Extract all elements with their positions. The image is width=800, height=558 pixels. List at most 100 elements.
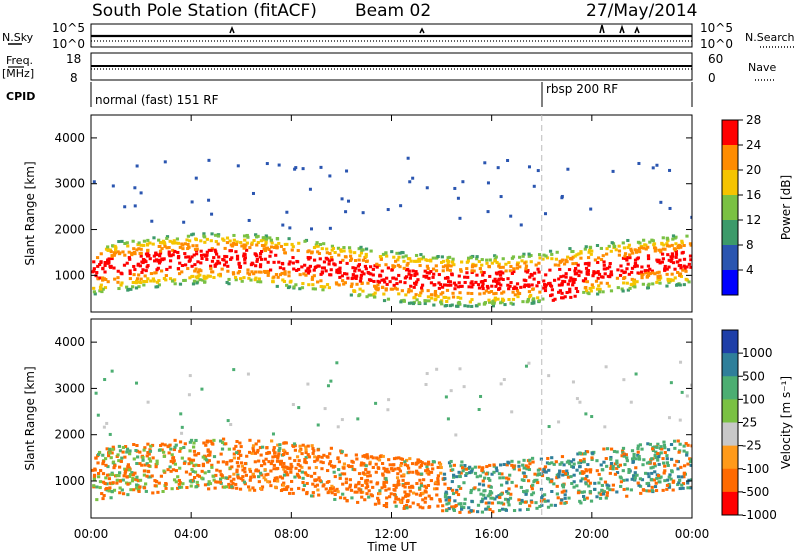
velocity-echo-cell (643, 471, 648, 475)
power-echo-cell (340, 197, 344, 201)
velocity-echo-cell (333, 497, 337, 501)
power-echo-cell (520, 259, 524, 263)
power-echo-cell (168, 277, 173, 281)
velocity-echo-cell (658, 480, 662, 484)
velocity-echo-cell (260, 473, 264, 477)
power-echo-cell (260, 243, 265, 247)
velocity-echo-cell (528, 504, 532, 508)
power-echo-cell (246, 235, 250, 239)
power-echo-cell (304, 269, 308, 273)
power-echo-cell (613, 245, 617, 249)
velocity-echo-cell (311, 491, 315, 495)
velocity-echo-cell (477, 465, 481, 469)
velocity-echo-cell (682, 472, 686, 476)
velocity-echo-cell (468, 471, 472, 475)
velocity-echo-cell (398, 500, 403, 504)
velocity-echo-cell (484, 472, 488, 476)
velocity-echo-cell (446, 417, 450, 421)
velocity-echo-cell (229, 423, 233, 427)
power-echo-cell (281, 223, 285, 227)
power-echo-cell (288, 260, 292, 264)
velocity-echo-cell (270, 459, 275, 463)
power-echo-cell (250, 241, 254, 245)
power-echo-cell (380, 269, 384, 273)
velocity-echo-cell (415, 471, 419, 475)
power-echo-cell (666, 244, 670, 248)
power-echo-cell (181, 243, 185, 247)
velocity-echo-cell (407, 485, 412, 489)
power-echo-cell (594, 279, 599, 283)
velocity-echo-cell (669, 381, 673, 385)
velocity-echo-cell (299, 447, 303, 451)
velocity-echo-cell (239, 477, 243, 481)
power-echo-cell (96, 264, 100, 268)
velocity-echo-cell (276, 466, 280, 470)
velocity-echo-cell (108, 449, 112, 453)
power-echo-cell (167, 252, 171, 256)
power-echo-cell (445, 288, 450, 292)
velocity-echo-cell (517, 498, 521, 502)
power-echo-cell (319, 279, 323, 283)
power-echo-cell (177, 272, 182, 276)
velocity-echo-cell (144, 489, 148, 493)
power-echo-cell (459, 269, 463, 273)
velocity-echo-cell (220, 441, 225, 445)
velocity-echo-cell (504, 508, 508, 512)
power-echo-cell (158, 259, 162, 263)
power-echo-cell (242, 252, 246, 256)
power-echo-cell (543, 285, 548, 289)
velocity-echo-cell (589, 468, 593, 472)
power-echo-cell (628, 256, 632, 260)
power-echo-cell (310, 251, 314, 255)
power-echo-cell (400, 289, 404, 293)
velocity-echo-cell (605, 494, 609, 498)
power-echo-cell (608, 275, 612, 279)
velocity-echo-cell (400, 498, 404, 502)
velocity-echo-cell (658, 476, 662, 480)
velocity-echo-cell (438, 498, 442, 502)
power-echo-cell (636, 249, 640, 253)
power-echo-cell (479, 270, 484, 274)
velocity-echo-cell (316, 456, 320, 460)
power-echo-cell (471, 283, 475, 287)
velocity-echo-cell (207, 459, 211, 463)
power-echo-cell (424, 275, 428, 279)
power-echo-cell (648, 272, 652, 276)
power-echo-cell (319, 165, 323, 169)
power-echo-cell (282, 267, 286, 271)
velocity-echo-cell (264, 473, 268, 477)
power-echo-cell (456, 285, 461, 289)
power-echo-cell (342, 282, 346, 286)
velocity-echo-cell (520, 498, 524, 502)
velocity-echo-cell (508, 473, 512, 477)
velocity-echo-cell (289, 487, 294, 491)
power-echo-cell (659, 248, 663, 252)
power-echo-cell (440, 255, 444, 259)
velocity-echo-cell (645, 489, 649, 493)
power-echo-cell (316, 280, 320, 284)
velocity-echo-cell (411, 501, 415, 505)
power-echo-cell (436, 255, 440, 259)
power-echo-cell (550, 252, 554, 256)
power-echo-cell (411, 176, 415, 180)
velocity-echo-cell (497, 509, 502, 513)
power-echo-cell (327, 259, 331, 263)
velocity-echo-cell (524, 364, 528, 368)
power-echo-cell (238, 265, 243, 269)
power-echo-cell (360, 282, 364, 286)
velocity-echo-cell (625, 459, 629, 463)
power-echo-cell (205, 250, 209, 254)
velocity-echo-cell (232, 447, 236, 451)
velocity-echo-cell (676, 467, 680, 471)
velocity-echo-cell (203, 455, 208, 459)
power-echo-cell (633, 258, 638, 262)
power-echo-cell (571, 277, 575, 281)
power-echo-cell (176, 250, 180, 254)
velocity-echo-cell (485, 465, 489, 469)
velocity-echo-cell (101, 453, 105, 457)
power-echo-cell (447, 280, 451, 284)
power-echo-cell (359, 251, 364, 255)
velocity-echo-cell (135, 443, 139, 447)
power-echo-cell (412, 285, 416, 289)
power-echo-cell (584, 285, 588, 289)
